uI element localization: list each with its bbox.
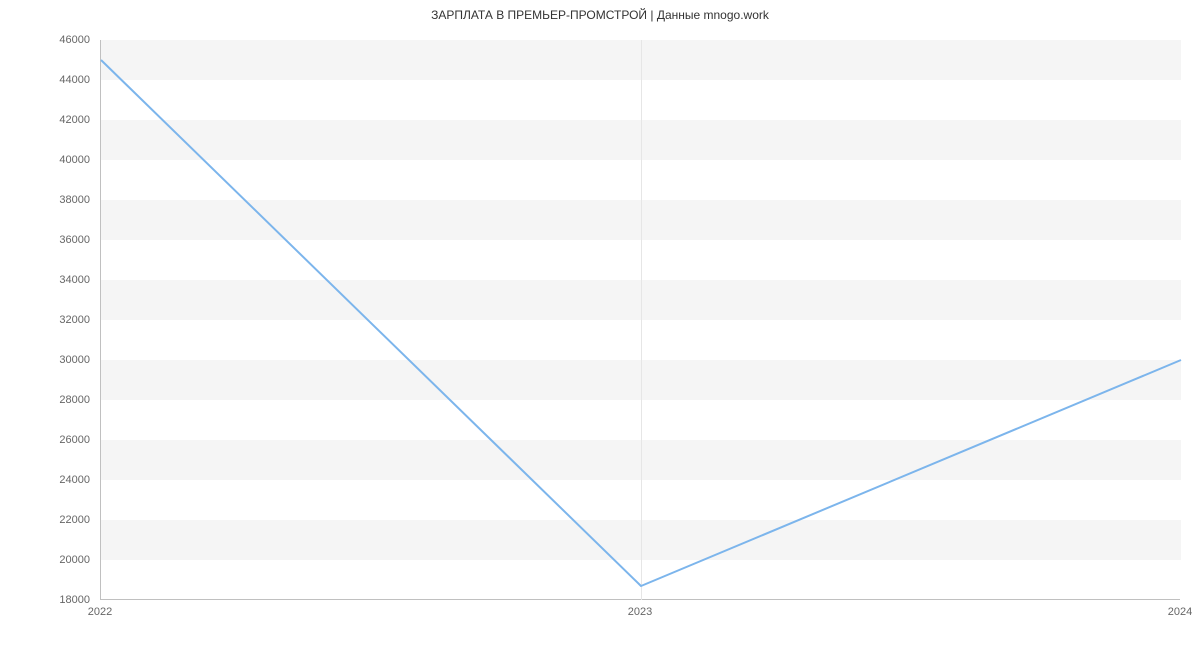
y-tick-label: 36000 [40, 234, 90, 246]
y-tick-label: 42000 [40, 114, 90, 126]
y-tick-label: 18000 [40, 594, 90, 606]
y-tick-label: 26000 [40, 434, 90, 446]
y-tick-label: 44000 [40, 74, 90, 86]
x-tick-label: 2024 [1168, 606, 1192, 618]
y-tick-label: 24000 [40, 474, 90, 486]
y-tick-label: 28000 [40, 394, 90, 406]
y-tick-label: 22000 [40, 514, 90, 526]
chart-container: 1800020000220002400026000280003000032000… [100, 40, 1180, 600]
y-tick-label: 34000 [40, 274, 90, 286]
y-tick-label: 32000 [40, 314, 90, 326]
y-tick-label: 20000 [40, 554, 90, 566]
x-tick-label: 2023 [628, 606, 652, 618]
plot-area [100, 40, 1180, 600]
y-tick-label: 38000 [40, 194, 90, 206]
chart-title: ЗАРПЛАТА В ПРЕМЬЕР-ПРОМСТРОЙ | Данные mn… [0, 0, 1200, 22]
x-tick-label: 2022 [88, 606, 112, 618]
y-tick-label: 46000 [40, 34, 90, 46]
y-tick-label: 30000 [40, 354, 90, 366]
y-tick-label: 40000 [40, 154, 90, 166]
line-path [101, 40, 1181, 600]
series-line [101, 60, 1181, 586]
